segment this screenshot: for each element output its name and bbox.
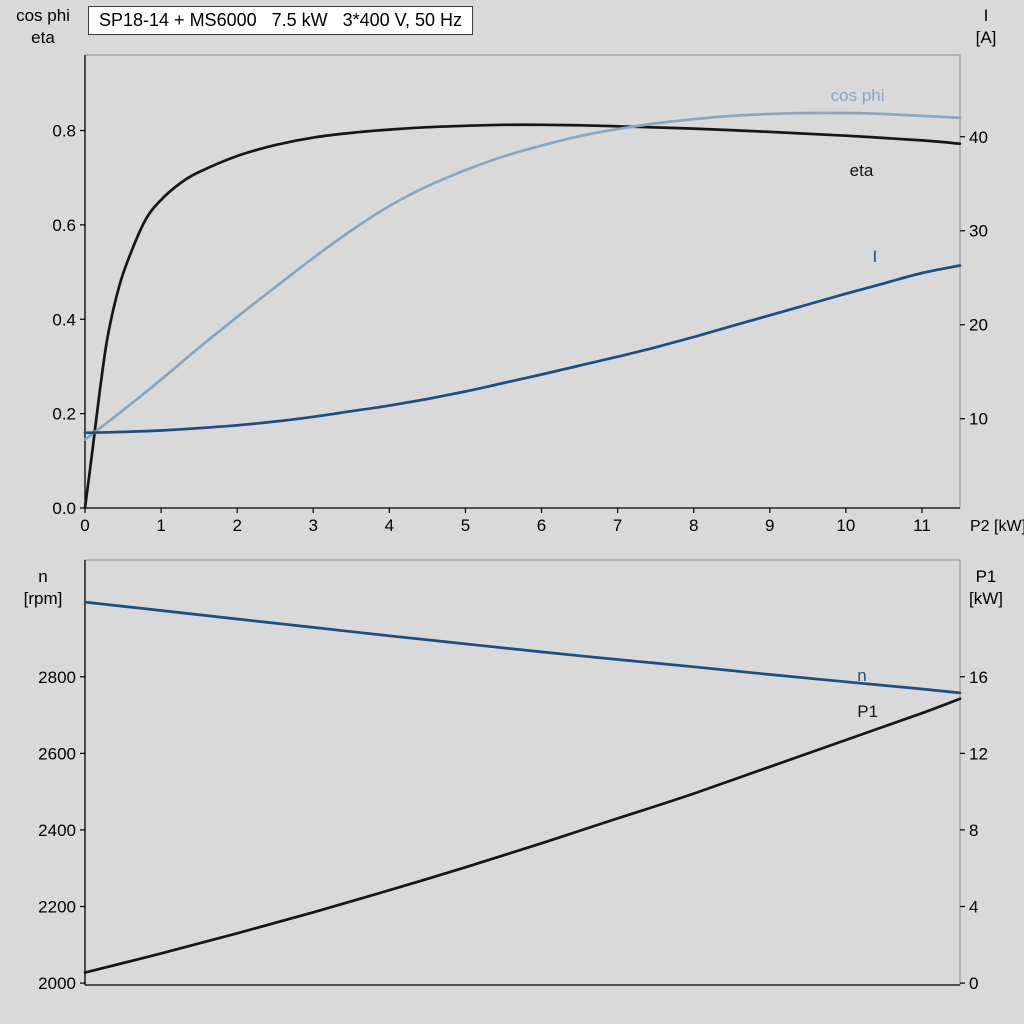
plot-frame xyxy=(84,559,961,986)
top-chart-canvas: 0 1 2 3 4 5 6 7 8 9 10 11 0.0 0.2 0.4 0.6 0.8 10 20 30 40 P2 … xyxy=(52,54,1024,535)
y-right-tick-label: 0 xyxy=(969,974,978,993)
axis-title-current-unit: [A] xyxy=(975,28,997,47)
curve-power xyxy=(83,697,962,974)
y-left-tick-label: 2800 xyxy=(38,668,76,687)
bottom-right-axis-title: P1 [kW] xyxy=(957,566,1015,610)
y-left-tick-label: 2600 xyxy=(38,744,76,763)
axis-title-p1-unit: [kW] xyxy=(969,589,1003,608)
bottom-chart-canvas: 2000 2200 2400 2600 2800 0 4 8 12 16 n P1 xyxy=(38,559,988,993)
x-tick-label: 1 xyxy=(156,516,165,535)
curve-label-speed: n xyxy=(857,666,866,685)
x-tick-label: 6 xyxy=(537,516,546,535)
top-left-axis-title: cos phi eta xyxy=(4,5,82,49)
y-left-tick-label: 0.2 xyxy=(52,405,76,424)
x-tick-label: 8 xyxy=(689,516,698,535)
y-left-tick-label: 0.6 xyxy=(52,216,76,235)
axis-title-p1: P1 xyxy=(975,567,997,586)
curve-label-current: I xyxy=(873,247,878,266)
x-tick-label: 7 xyxy=(613,516,622,535)
axis-title-eta: eta xyxy=(31,28,55,47)
axis-title-current: I xyxy=(983,6,989,25)
y-right-tick-label: 8 xyxy=(969,821,978,840)
x-tick-label: 9 xyxy=(765,516,774,535)
x-axis-label: P2 [kW] xyxy=(970,518,1024,535)
curve-label-cos-phi: cos phi xyxy=(831,86,885,105)
axis-title-cos-phi: cos phi xyxy=(16,6,70,25)
bottom-left-axis-title: n [rpm] xyxy=(4,566,82,610)
plot-frame xyxy=(84,54,961,509)
x-tick-label: 3 xyxy=(309,516,318,535)
top-right-axis-title: I [A] xyxy=(957,5,1015,49)
curve-eta xyxy=(83,123,962,510)
y-left-tick-label: 2000 xyxy=(38,974,76,993)
y-left-tick-label: 0.4 xyxy=(52,310,76,329)
y-right-tick-label: 10 xyxy=(969,410,988,429)
curve-cos-phi xyxy=(83,111,962,441)
y-left-tick-label: 2200 xyxy=(38,898,76,917)
y-left-tick-label: 2400 xyxy=(38,821,76,840)
x-tick-label: 5 xyxy=(461,516,470,535)
x-tick-label: 0 xyxy=(80,516,89,535)
axis-title-speed-unit: [rpm] xyxy=(23,589,63,608)
curve-label-power: P1 xyxy=(857,702,878,721)
curve-label-eta: eta xyxy=(850,161,874,180)
curve-speed xyxy=(83,600,962,695)
curve-current xyxy=(83,264,962,435)
y-right-tick-label: 20 xyxy=(969,316,988,335)
y-right-tick-label: 16 xyxy=(969,668,988,687)
y-left-tick-label: 0.0 xyxy=(52,499,76,518)
y-right-tick-label: 4 xyxy=(969,898,978,917)
axis-title-speed: n xyxy=(38,567,48,586)
y-right-tick-label: 12 xyxy=(969,744,988,763)
y-right-tick-label: 30 xyxy=(969,222,988,241)
x-tick-label: 2 xyxy=(232,516,241,535)
x-tick-label: 4 xyxy=(385,516,394,535)
y-left-tick-label: 0.8 xyxy=(52,122,76,141)
x-tick-label: 11 xyxy=(913,516,931,535)
x-tick-label: 10 xyxy=(836,516,855,535)
chart-title: SP18-14 + MS6000 7.5 kW 3*400 V, 50 Hz xyxy=(88,6,474,35)
y-right-tick-label: 40 xyxy=(969,128,988,147)
